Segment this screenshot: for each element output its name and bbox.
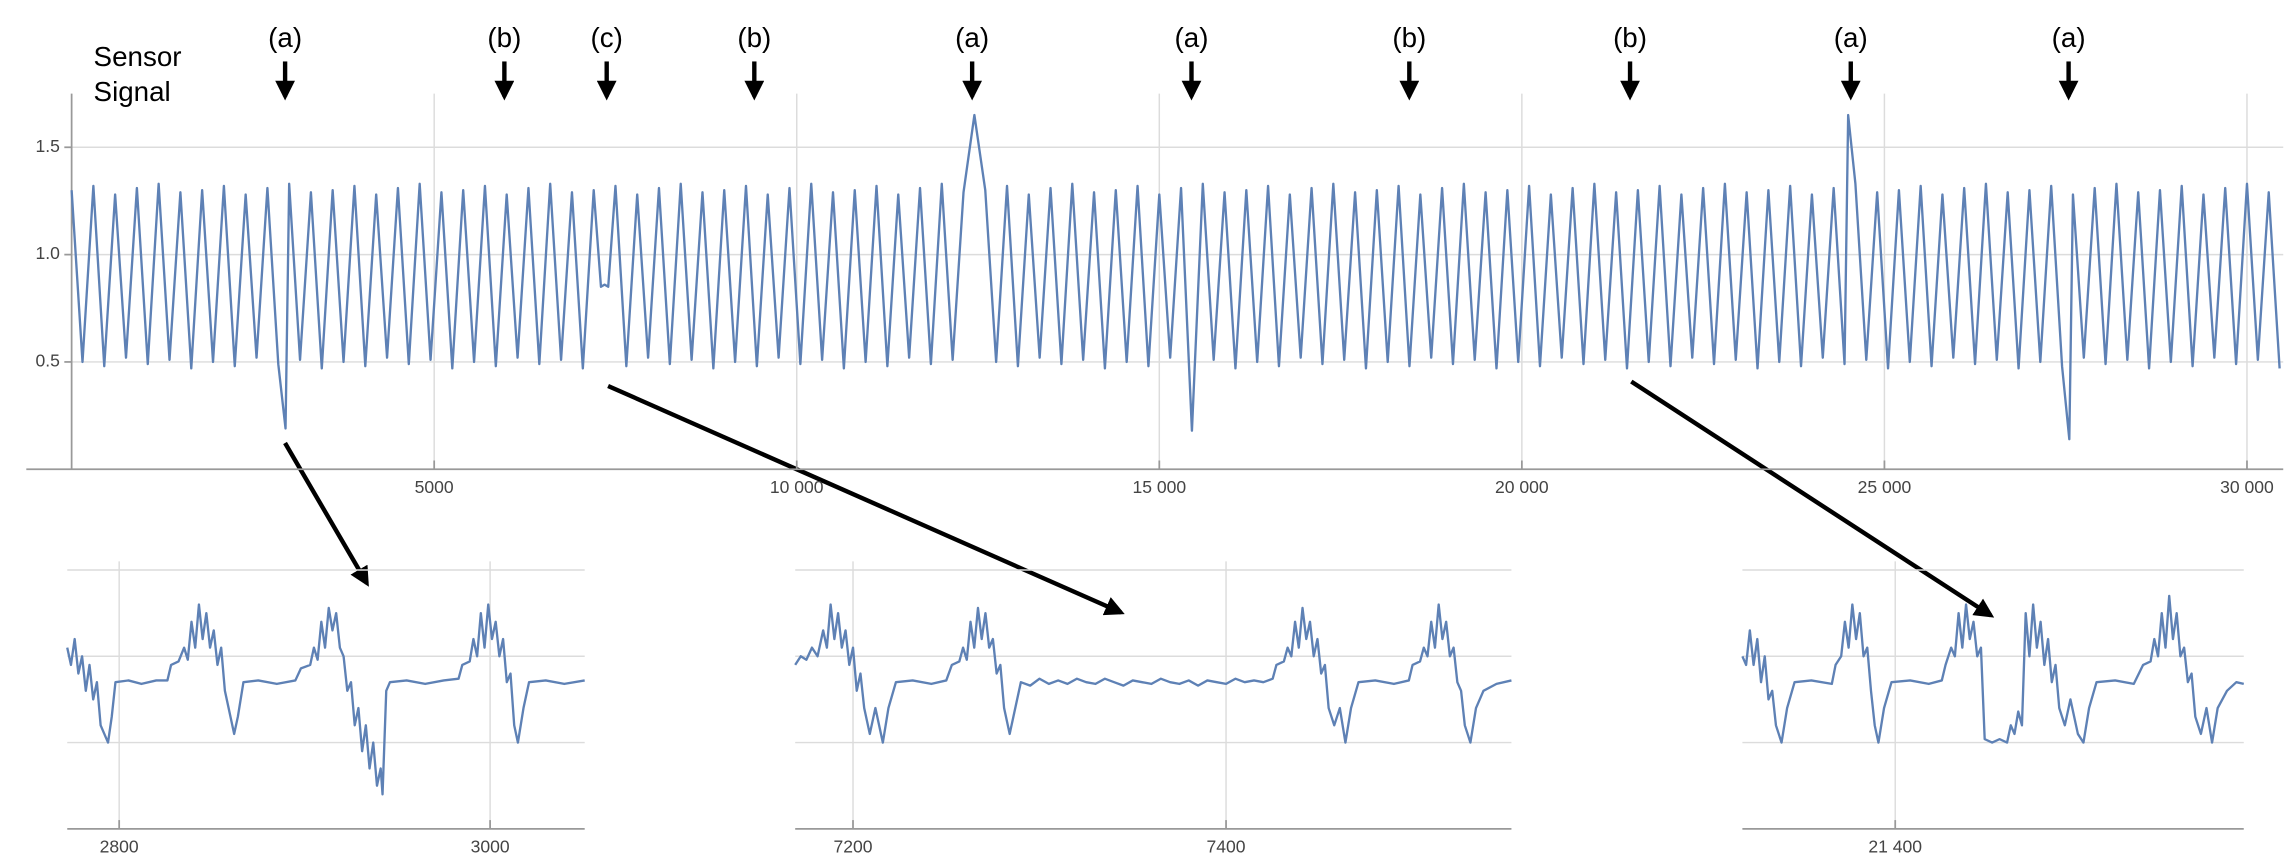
x-tick-label: 7400 [1207,837,1246,857]
x-tick-label: 15 000 [1132,477,1186,497]
signal-line [1741,594,2245,744]
y-axis-label: Signal [94,76,171,107]
signal-line [794,603,1512,744]
x-tick-label: 3000 [471,837,510,857]
annotation-label: (b) [1392,22,1426,53]
annotation-label: (a) [2052,22,2086,53]
y-axis-label: Sensor [94,41,182,72]
signal-line [66,603,585,796]
signal-line [70,113,2281,441]
x-tick-label: 7200 [833,837,872,857]
annotation-label: (b) [487,22,521,53]
annotation-label: (a) [955,22,989,53]
annotation-label: (a) [1175,22,1209,53]
annotation-label: (b) [1613,22,1647,53]
y-tick-label: 1.5 [36,136,61,156]
annotation-label: (b) [737,22,771,53]
annotation-label: (a) [1834,22,1868,53]
x-tick-label: 25 000 [1858,477,1912,497]
zoom-pointer [1630,379,1995,618]
y-tick-label: 0.5 [36,351,61,371]
x-tick-label: 10 000 [770,477,824,497]
x-tick-label: 21 400 [1868,837,1922,857]
x-tick-label: 2800 [100,837,139,857]
y-tick-label: 1.0 [36,243,61,263]
annotation-label: (a) [268,22,302,53]
zoom-pointer [283,441,369,587]
x-tick-label: 20 000 [1495,477,1549,497]
annotation-label: (c) [590,22,622,53]
zoom-pointer [607,383,1125,616]
x-tick-label: 5000 [415,477,454,497]
x-tick-label: 30 000 [2220,477,2274,497]
